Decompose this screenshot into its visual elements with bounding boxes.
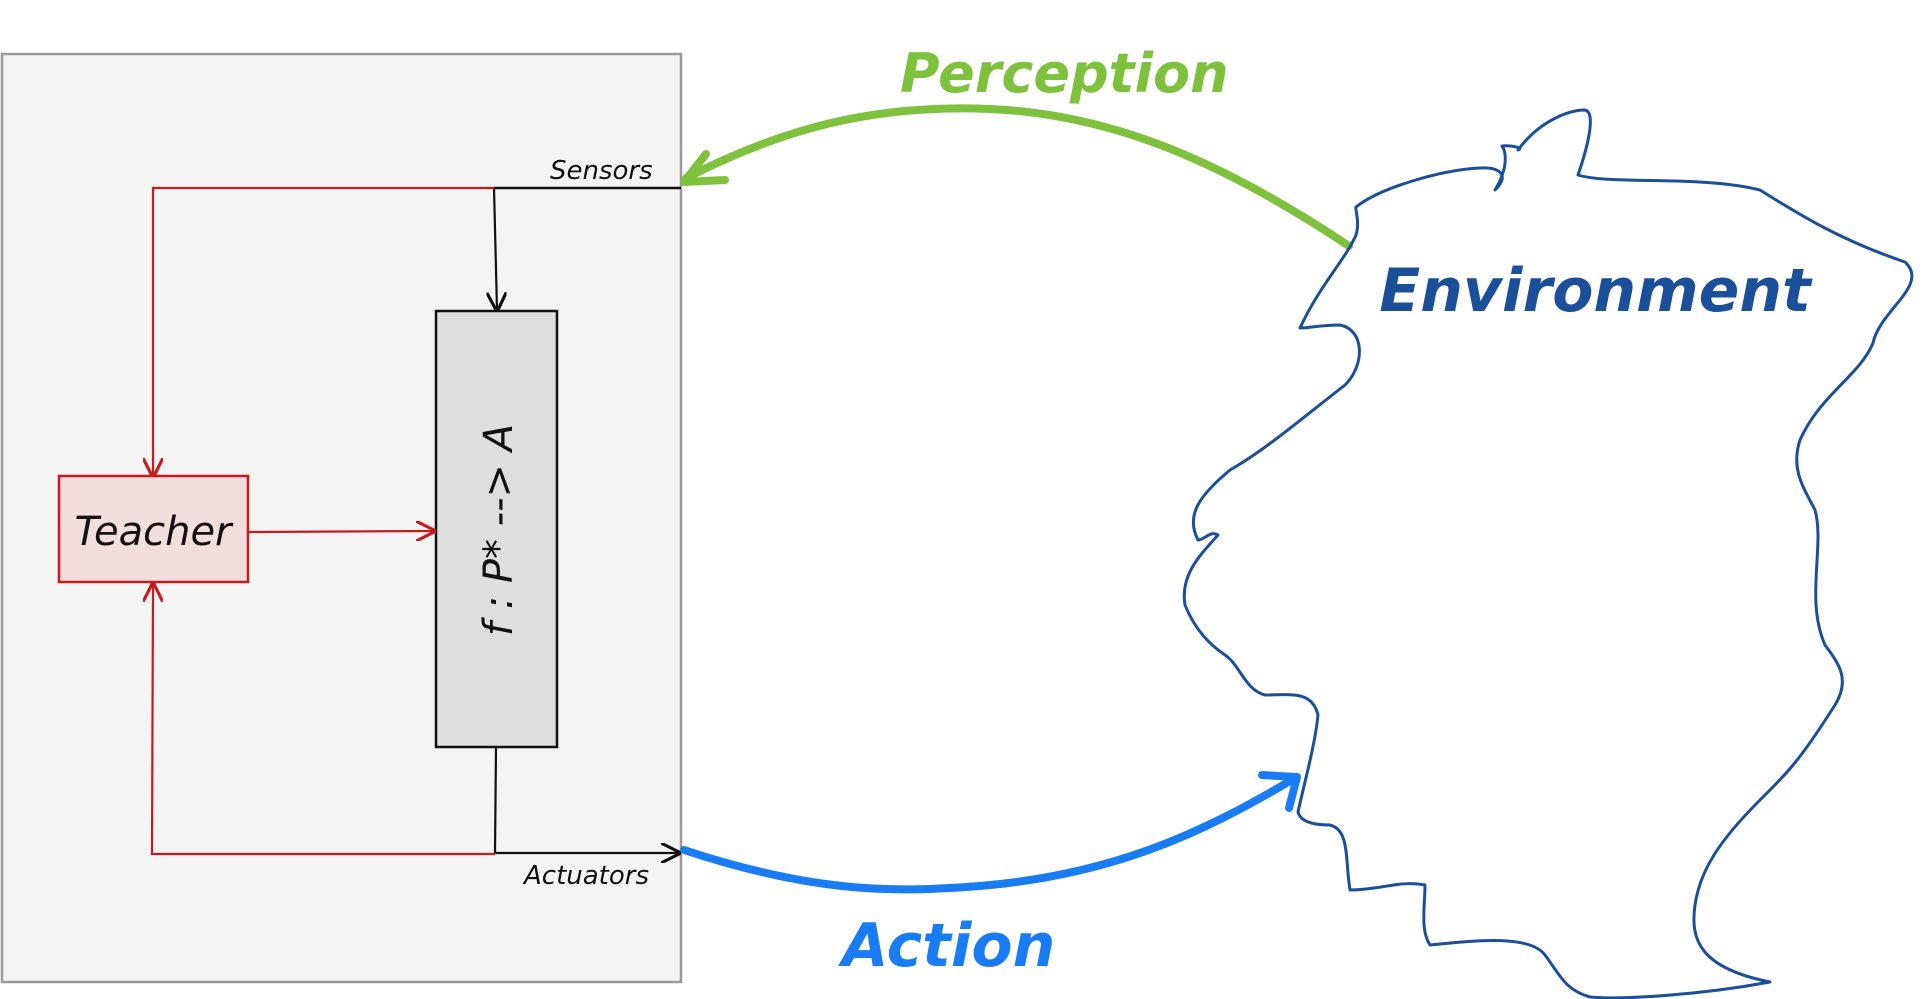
function-to-actuators-line	[493, 746, 498, 854]
actuators-to-teacher-line	[152, 584, 495, 856]
perception-arrow	[682, 104, 1353, 250]
teacher-label: Teacher	[74, 509, 234, 555]
teacher-box	[57, 474, 250, 584]
teacher-to-function-arrow	[247, 531, 434, 532]
environment-label: Environment	[1379, 256, 1813, 326]
sensors-label: Sensors	[550, 156, 653, 186]
actuators-label: Actuators	[522, 861, 649, 891]
environment-outline	[1182, 108, 1914, 999]
sensors-to-teacher-line	[153, 186, 494, 476]
sensors-to-function-arrow	[494, 187, 497, 310]
perception-label: Perception	[900, 42, 1229, 105]
action-arrowhead	[1258, 771, 1301, 812]
perception-arrowhead	[680, 150, 729, 186]
function-label: f : P* --> A	[476, 424, 522, 636]
action-arrow	[680, 774, 1299, 894]
action-label: Action	[838, 911, 1055, 981]
function-box	[434, 309, 559, 749]
